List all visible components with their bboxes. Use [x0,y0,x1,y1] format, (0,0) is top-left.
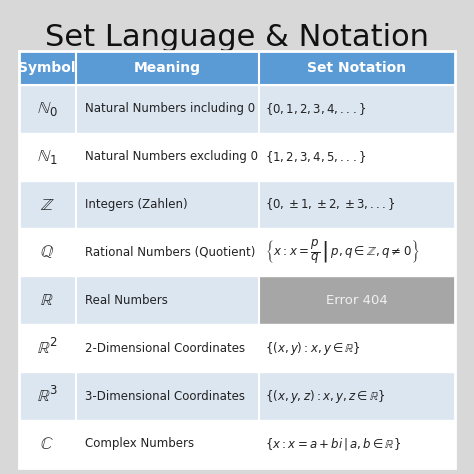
Text: 3-Dimensional Coordinates: 3-Dimensional Coordinates [85,390,245,402]
Text: Real Numbers: Real Numbers [85,294,168,307]
Bar [259,372,455,420]
Text: Error 404: Error 404 [326,294,388,307]
Text: $\mathbb{N}_0$: $\mathbb{N}_0$ [37,100,57,118]
Bar [19,85,75,133]
Text: $\mathbb{N}_1$: $\mathbb{N}_1$ [37,147,57,165]
Bar [19,372,75,420]
Bar [259,228,455,276]
Text: $\left\{x: x = \dfrac{p}{q}\,\middle|\,p, q \in \mathbb{Z}, q \neq 0\right\}$: $\left\{x: x = \dfrac{p}{q}\,\middle|\,p… [264,238,419,266]
Bar [75,372,259,420]
Text: Symbol: Symbol [18,61,76,75]
Bar [75,85,259,133]
Text: Set Language & Notation: Set Language & Notation [45,23,429,52]
Text: Meaning: Meaning [134,61,201,75]
Bar [19,133,75,181]
Text: $\mathbb{Z}$: $\mathbb{Z}$ [40,195,55,213]
Text: Natural Numbers excluding 0: Natural Numbers excluding 0 [85,150,258,163]
Bar [259,324,455,372]
Text: $\mathbb{C}$: $\mathbb{C}$ [40,435,54,453]
Bar [75,276,259,324]
Text: $\mathbb{Q}$: $\mathbb{Q}$ [40,244,54,261]
Text: $\{0, 1, 2, 3, 4, ...\}$: $\{0, 1, 2, 3, 4, ...\}$ [264,101,366,117]
Text: $\{(x, y): x, y \in \mathbb{R}\}$: $\{(x, y): x, y \in \mathbb{R}\}$ [264,340,361,356]
Bar [75,420,259,468]
Bar [19,420,75,468]
Bar [259,51,455,85]
Text: $\mathbb{R}^2$: $\mathbb{R}^2$ [37,338,57,358]
Bar [75,181,259,228]
Text: Natural Numbers including 0: Natural Numbers including 0 [85,102,255,115]
Text: Set Notation: Set Notation [308,61,407,75]
Text: $\{1, 2, 3, 4, 5, ...\}$: $\{1, 2, 3, 4, 5, ...\}$ [264,149,366,164]
Bar [19,276,75,324]
Text: $\{0, \pm1, \pm2, \pm3, ...\}$: $\{0, \pm1, \pm2, \pm3, ...\}$ [264,197,396,212]
Bar [259,420,455,468]
Bar [75,133,259,181]
Text: Complex Numbers: Complex Numbers [85,438,194,450]
Bar [19,51,75,85]
Text: Rational Numbers (Quotient): Rational Numbers (Quotient) [85,246,255,259]
Bar [75,228,259,276]
Text: $\{(x, y, z): x, y, z \in \mathbb{R}\}$: $\{(x, y, z): x, y, z \in \mathbb{R}\}$ [264,388,385,405]
Text: 2-Dimensional Coordinates: 2-Dimensional Coordinates [85,342,245,355]
Bar [19,51,455,468]
Bar [259,85,455,133]
Bar [75,324,259,372]
Text: Integers (Zahlen): Integers (Zahlen) [85,198,187,211]
Bar [75,51,259,85]
Bar [259,181,455,228]
Bar [259,133,455,181]
Bar [19,181,75,228]
Text: $\{x: x = a + bi\,|\,a, b \in \mathbb{R}\}$: $\{x: x = a + bi\,|\,a, b \in \mathbb{R}… [264,436,401,452]
Bar [259,276,455,324]
Text: $\mathbb{R}$: $\mathbb{R}$ [40,292,54,310]
Bar [19,228,75,276]
Text: $\mathbb{R}^3$: $\mathbb{R}^3$ [37,386,58,406]
Bar [19,324,75,372]
